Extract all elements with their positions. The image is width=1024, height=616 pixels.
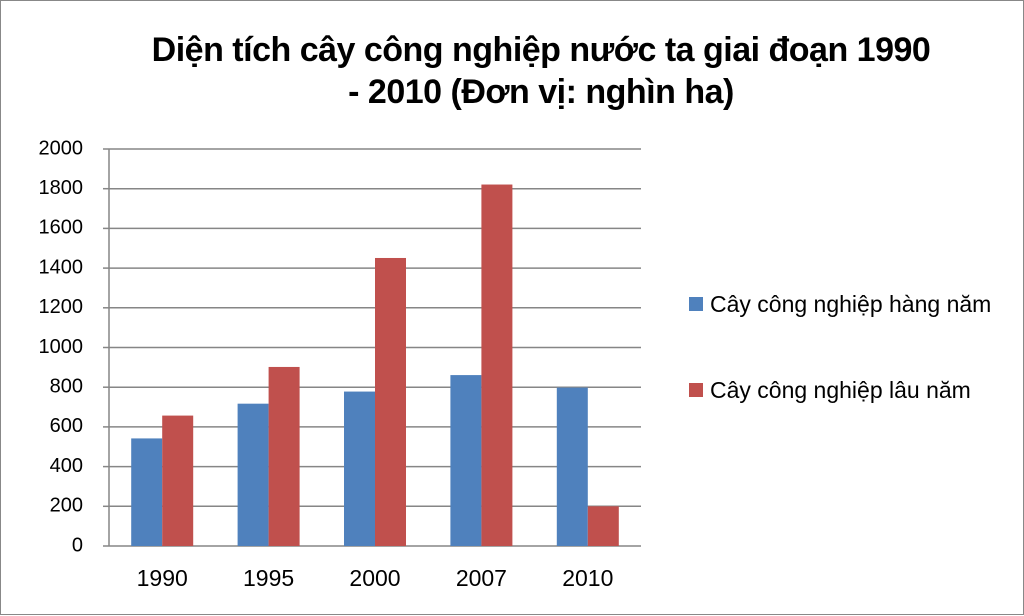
y-tick-label: 0 xyxy=(72,534,83,556)
y-tick-label: 1600 xyxy=(39,217,84,239)
x-tick-label: 1995 xyxy=(243,565,294,591)
bar xyxy=(450,375,482,546)
bar xyxy=(481,184,513,546)
bar xyxy=(162,415,194,546)
y-tick-label: 400 xyxy=(50,455,83,477)
x-tick-label: 2000 xyxy=(349,565,400,591)
x-tick-label: 1990 xyxy=(137,565,188,591)
y-tick-label: 2000 xyxy=(39,137,84,159)
legend-item: Cây công nghiệp hàng năm xyxy=(689,289,1009,320)
y-tick-label: 1000 xyxy=(39,336,84,358)
chart-title: Diện tích cây công nghiệp nước ta giai đ… xyxy=(151,31,931,111)
bar xyxy=(268,366,300,546)
bar xyxy=(375,257,406,546)
legend-label: Cây công nghiệp hàng năm xyxy=(710,291,992,317)
legend-item: Cây công nghiệp lâu năm xyxy=(689,375,1009,406)
x-tick-label: 2010 xyxy=(562,565,613,591)
y-tick-label: 1400 xyxy=(39,256,84,278)
bar xyxy=(237,403,269,546)
bar xyxy=(131,438,163,546)
bar xyxy=(344,391,375,546)
y-tick-label: 1800 xyxy=(39,177,84,199)
x-tick-label: 2007 xyxy=(456,565,507,591)
y-tick-label: 600 xyxy=(50,415,83,437)
legend-label: Cây công nghiệp lâu năm xyxy=(710,377,971,403)
bar xyxy=(587,506,619,546)
y-tick-label: 800 xyxy=(50,375,83,397)
y-tick-label: 1200 xyxy=(39,296,84,318)
y-tick-label: 200 xyxy=(50,495,83,517)
legend-swatch xyxy=(689,297,703,311)
legend-swatch xyxy=(689,383,703,397)
bar xyxy=(556,387,588,546)
